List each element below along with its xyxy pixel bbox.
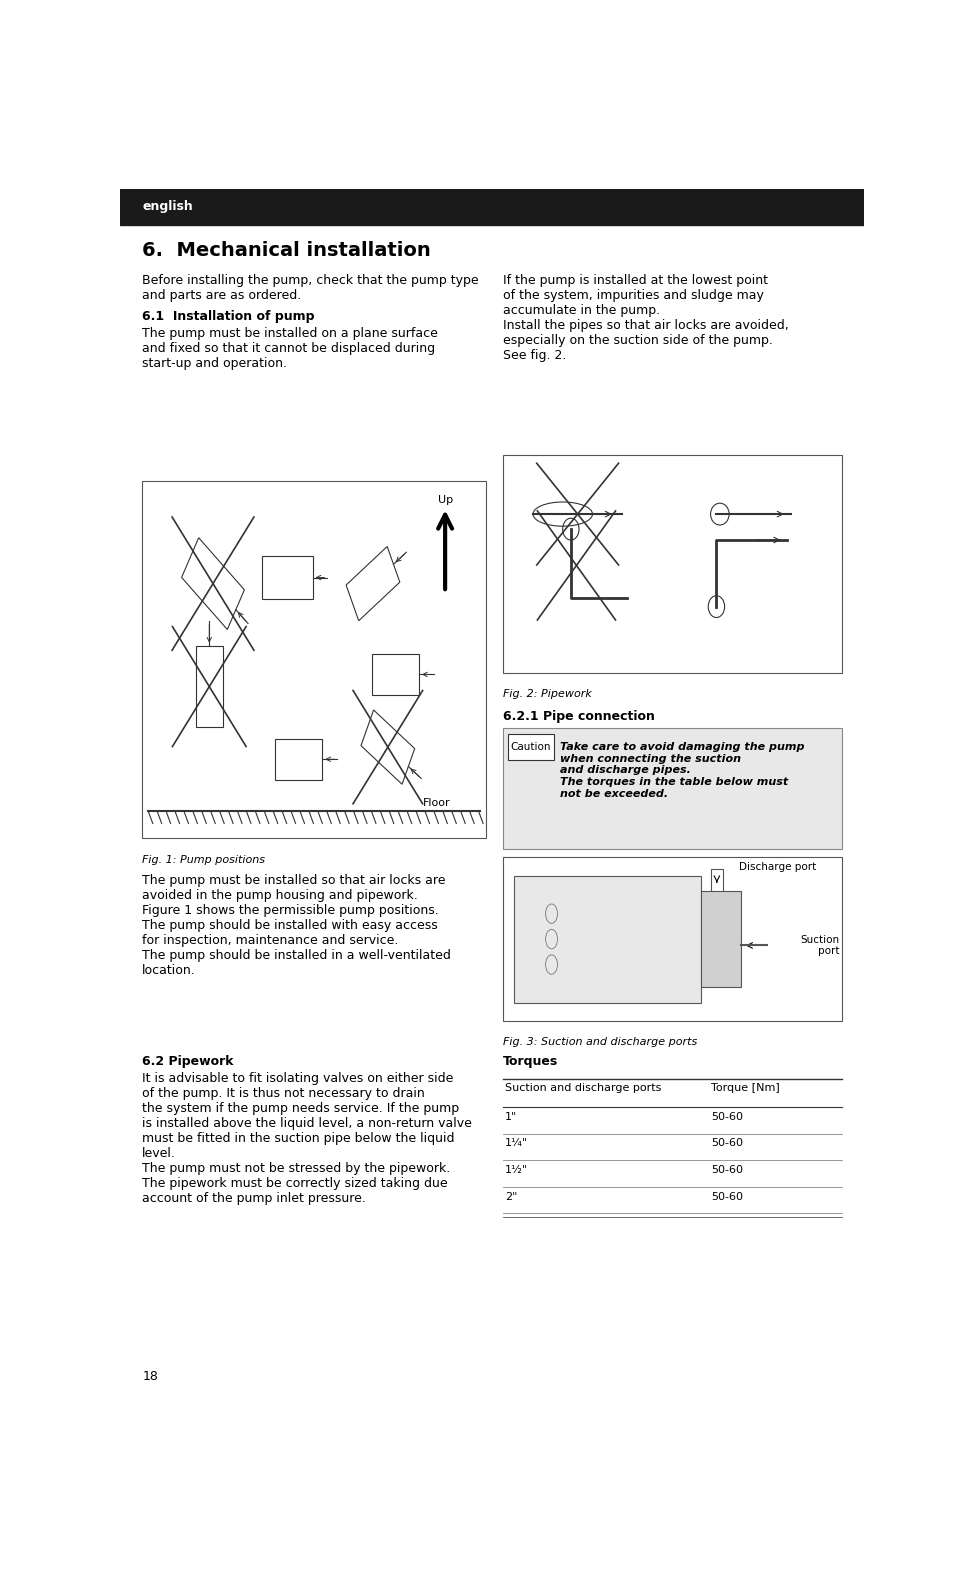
Text: Suction and discharge ports: Suction and discharge ports (505, 1082, 661, 1093)
Bar (701, 892, 741, 986)
Text: Torques: Torques (503, 1055, 559, 1068)
Bar (120, 189, 864, 225)
Text: Torque [Nm]: Torque [Nm] (711, 1082, 780, 1093)
Bar (503, 728, 842, 849)
Text: Discharge port: Discharge port (739, 862, 816, 871)
Text: 50-60: 50-60 (711, 1112, 743, 1122)
Text: 50-60: 50-60 (711, 1139, 743, 1148)
Text: 6.2 Pipework: 6.2 Pipework (142, 1055, 234, 1068)
Bar (503, 455, 842, 673)
Text: 18: 18 (142, 1370, 158, 1383)
Text: 50-60: 50-60 (711, 1192, 743, 1202)
Bar (515, 876, 701, 1002)
Text: 1¹⁄₄": 1¹⁄₄" (505, 1139, 528, 1148)
Text: 50-60: 50-60 (711, 1166, 743, 1175)
Text: Fig. 2: Pipework: Fig. 2: Pipework (503, 689, 592, 698)
Text: 1¹⁄₂": 1¹⁄₂" (505, 1166, 528, 1175)
Text: Suction
port: Suction port (801, 934, 839, 956)
Text: 6.2.1 Pipe connection: 6.2.1 Pipe connection (503, 709, 655, 722)
Text: Take care to avoid damaging the pump
when connecting the suction
and discharge p: Take care to avoid damaging the pump whe… (560, 742, 804, 799)
Text: Floor: Floor (422, 798, 450, 807)
Text: It is advisable to fit isolating valves on either side
of the pump. It is thus n: It is advisable to fit isolating valves … (142, 1071, 472, 1205)
Text: Up: Up (438, 495, 453, 505)
Text: 6.  Mechanical installation: 6. Mechanical installation (142, 241, 431, 260)
Text: The pump must be installed so that air locks are
avoided in the pump housing and: The pump must be installed so that air l… (142, 875, 451, 977)
Text: 6.1  Installation of pump: 6.1 Installation of pump (142, 310, 315, 322)
Text: The pump must be installed on a plane surface
and fixed so that it cannot be dis: The pump must be installed on a plane su… (142, 327, 438, 370)
Text: Fig. 1: Pump positions: Fig. 1: Pump positions (142, 856, 265, 865)
Text: Caution: Caution (511, 742, 551, 752)
Text: english: english (142, 200, 193, 214)
Text: If the pump is installed at the lowest point
of the system, impurities and sludg: If the pump is installed at the lowest p… (503, 274, 789, 362)
Text: 1": 1" (505, 1112, 516, 1122)
Text: Before installing the pump, check that the pump type
and parts are as ordered.: Before installing the pump, check that t… (142, 274, 479, 302)
Bar (142, 481, 486, 838)
Bar (508, 733, 554, 760)
Text: Fig. 3: Suction and discharge ports: Fig. 3: Suction and discharge ports (503, 1037, 697, 1046)
Bar (503, 857, 842, 1021)
Text: 2": 2" (505, 1192, 517, 1202)
